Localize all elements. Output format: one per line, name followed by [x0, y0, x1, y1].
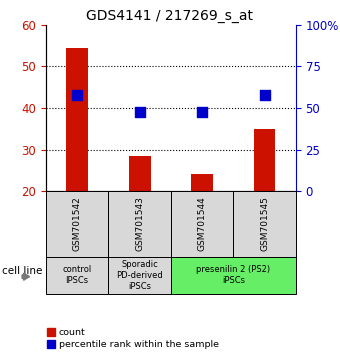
- Point: [262, 93, 267, 98]
- Text: cell line: cell line: [2, 266, 42, 276]
- Text: GSM701542: GSM701542: [73, 196, 82, 251]
- Legend: count, percentile rank within the sample: count, percentile rank within the sample: [47, 329, 219, 349]
- Point: [74, 93, 80, 98]
- Text: Sporadic
PD-derived
iPSCs: Sporadic PD-derived iPSCs: [116, 259, 163, 291]
- Bar: [254, 129, 275, 191]
- Point: [199, 109, 205, 115]
- Text: GSM701543: GSM701543: [135, 196, 144, 251]
- Bar: [66, 48, 88, 191]
- Text: GDS4141 / 217269_s_at: GDS4141 / 217269_s_at: [86, 9, 254, 23]
- Bar: [191, 174, 213, 191]
- Text: presenilin 2 (PS2)
iPSCs: presenilin 2 (PS2) iPSCs: [196, 265, 270, 285]
- Text: GSM701544: GSM701544: [198, 196, 207, 251]
- Text: GSM701545: GSM701545: [260, 196, 269, 251]
- Text: control
IPSCs: control IPSCs: [63, 265, 92, 285]
- Bar: [129, 156, 151, 191]
- Point: [137, 109, 142, 115]
